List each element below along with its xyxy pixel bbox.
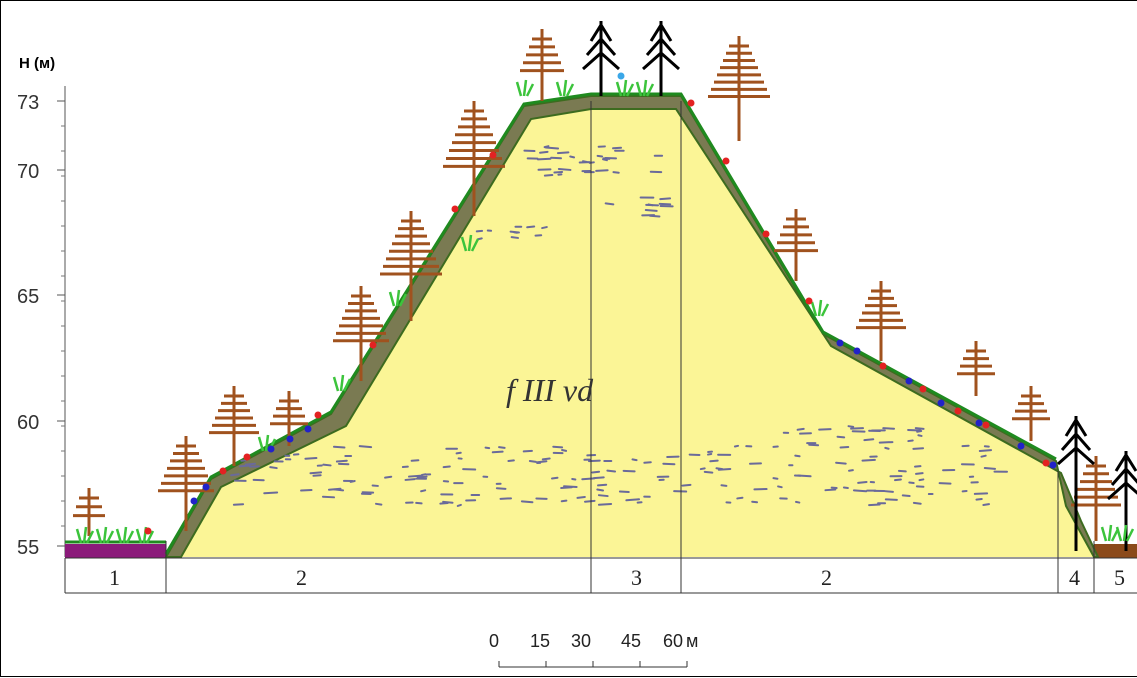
scale-label-30: 30 (571, 631, 591, 651)
grass-icon (1117, 525, 1133, 541)
sand-body (181, 109, 1098, 557)
red-flower-icon (490, 152, 497, 159)
tick-label-55: 55 (17, 537, 39, 559)
red-flower-icon (244, 454, 251, 461)
scale-bar: 0 15 30 45 60 м (489, 631, 698, 667)
blue-flower-icon (976, 420, 983, 427)
red-flower-icon (452, 206, 459, 213)
red-flower-icon (220, 468, 227, 475)
spruce-tree-icon (643, 21, 679, 96)
scale-label-60: 60 (663, 631, 683, 651)
zone-label-5: 5 (1114, 565, 1125, 590)
grass-icon (1102, 525, 1118, 541)
red-flower-icon (688, 100, 695, 107)
zone-label-1: 1 (109, 565, 120, 590)
zone-label-4: 4 (1069, 565, 1080, 590)
spruce-tree-icon (583, 21, 619, 96)
blue-flower-icon (618, 73, 625, 80)
blue-flower-icon (906, 378, 913, 385)
red-flower-icon (723, 158, 730, 165)
tick-label-65: 65 (17, 286, 39, 308)
zone-label-2b: 2 (821, 565, 832, 590)
formation-label: f III vd (506, 372, 594, 408)
spruce-tree-icon (1108, 451, 1137, 551)
red-flower-icon (1043, 460, 1050, 467)
blue-flower-icon (1050, 462, 1057, 469)
zone5-ground (1094, 544, 1137, 558)
pine-tree-icon (856, 281, 906, 361)
scale-label-15: 15 (530, 631, 550, 651)
red-flower-icon (880, 363, 887, 370)
red-flower-icon (370, 342, 377, 349)
scale-label-0: 0 (489, 631, 499, 651)
red-flower-icon (806, 298, 813, 305)
grass-icon (557, 80, 573, 96)
zone-label-2: 2 (296, 565, 307, 590)
red-flower-icon (145, 528, 152, 535)
pine-tree-icon (1012, 386, 1050, 441)
blue-flower-icon (1018, 443, 1025, 450)
grass-icon (812, 300, 828, 316)
grass-icon (517, 80, 533, 96)
blue-flower-icon (203, 484, 210, 491)
zone-table: 1 2 3 2 4 5 (65, 558, 1137, 593)
red-flower-icon (983, 422, 990, 429)
red-flower-icon (315, 412, 322, 419)
zone-label-3: 3 (631, 565, 642, 590)
tick-label-70: 70 (17, 161, 39, 183)
pine-tree-icon (708, 36, 770, 141)
scale-label-45: 45 (621, 631, 641, 651)
elevation-axis: H (м) 73 70 65 60 55 (17, 55, 65, 559)
blue-flower-icon (854, 348, 861, 355)
blue-flower-icon (268, 446, 275, 453)
tick-label-73: 73 (17, 92, 39, 114)
blue-flower-icon (287, 436, 294, 443)
pine-tree-icon (957, 341, 995, 396)
blue-flower-icon (191, 498, 198, 505)
red-flower-icon (920, 386, 927, 393)
red-flower-icon (763, 231, 770, 238)
blue-flower-icon (938, 400, 945, 407)
scale-unit: м (686, 631, 698, 651)
tick-label-60: 60 (17, 412, 39, 434)
zone1-ground (65, 544, 166, 558)
axis-unit-label: H (м) (19, 55, 55, 72)
pine-tree-icon (520, 29, 564, 101)
blue-flower-icon (837, 340, 844, 347)
red-flower-icon (955, 408, 962, 415)
blue-flower-icon (305, 426, 312, 433)
